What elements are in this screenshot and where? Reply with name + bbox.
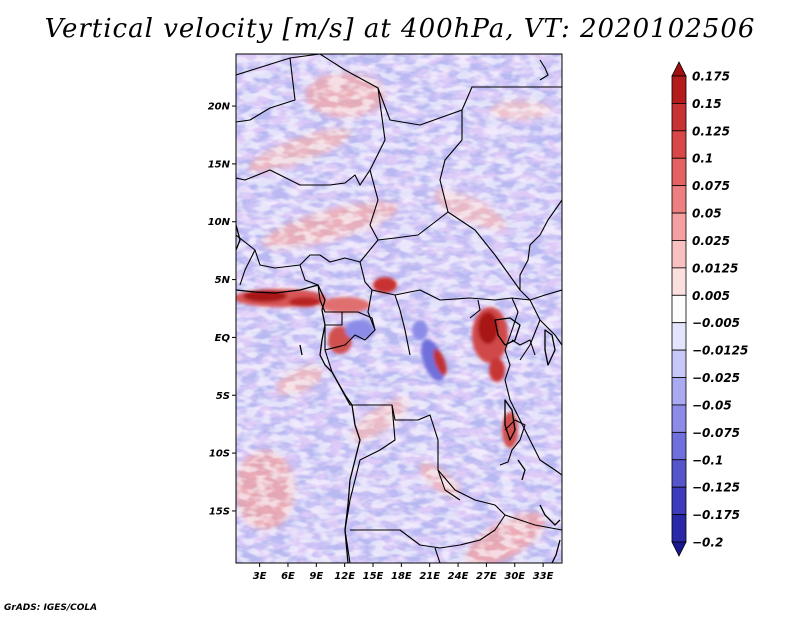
colorbar-label: 0.025	[692, 234, 730, 248]
colorbar-label: 0.0125	[692, 261, 738, 275]
colorbar-label: 0.125	[692, 124, 730, 138]
colorbar-extend-max	[671, 61, 687, 77]
x-tick-label: 6E	[281, 571, 295, 582]
x-axis: 3E 6E 9E 12E 15E 18E 21E 24E 27E 30E 33E	[253, 563, 554, 582]
y-tick-label: EQ	[215, 333, 231, 344]
colorbar-label: 0.005	[692, 289, 730, 303]
colorbar-bin	[671, 103, 687, 132]
colorbar-bin	[671, 514, 687, 543]
grads-credit: GrADS: IGES/COLA	[4, 603, 98, 613]
colorbar-bin	[671, 431, 687, 461]
y-tick-label: 15S	[209, 506, 230, 517]
colorbar-bin	[671, 459, 687, 488]
colorbar-bin	[671, 157, 687, 187]
colorbar-label: −0.05	[692, 398, 732, 412]
colorbar-bin	[671, 130, 687, 159]
colorbar-label: −0.125	[692, 481, 740, 495]
colorbar-label: −0.025	[692, 371, 740, 385]
colorbar-bin	[671, 75, 687, 104]
x-tick-label: 30E	[504, 571, 525, 582]
x-tick-label: 33E	[533, 571, 554, 582]
colorbar-bin	[671, 240, 687, 269]
colorbar-label: 0.05	[692, 207, 722, 221]
y-tick-label: 5N	[215, 275, 231, 286]
x-tick-label: 15E	[363, 571, 384, 582]
y-tick-label: 20N	[208, 102, 231, 113]
colorbar-bin	[671, 377, 687, 406]
colorbar-bin	[671, 404, 687, 433]
x-tick-label: 9E	[309, 571, 323, 582]
x-tick-label: 3E	[253, 571, 267, 582]
y-tick-label: 15N	[208, 159, 231, 170]
colorbar-label: −0.1	[692, 453, 723, 467]
x-tick-label: 12E	[334, 571, 355, 582]
colorbar-bin	[671, 267, 687, 296]
x-tick-label: 18E	[391, 571, 412, 582]
colorbar-label: −0.175	[692, 508, 740, 522]
x-tick-label: 27E	[476, 571, 497, 582]
colorbar-bin	[671, 486, 687, 515]
x-tick-label: 21E	[419, 571, 440, 582]
colorbar: 0.175 0.15 0.125 0.1 0.075 0.05 0.025 0.0125 0.0…	[671, 61, 748, 557]
map-frame	[235, 53, 563, 564]
colorbar-label: 0.15	[692, 97, 722, 111]
y-tick-label: 5S	[216, 391, 230, 402]
colorbar-bin	[671, 294, 687, 324]
colorbar-bin	[671, 349, 687, 378]
y-tick-label: 10S	[209, 449, 230, 460]
colorbar-label: 0.075	[692, 179, 730, 193]
y-axis: 20N 15N 10N 5N EQ 5S 10S 15S	[208, 102, 236, 517]
colorbar-label: −0.2	[692, 536, 723, 550]
colorbar-bin	[671, 185, 687, 214]
colorbar-bin	[671, 212, 687, 241]
vertical-velocity-field	[236, 54, 562, 563]
colorbar-label: −0.005	[692, 316, 740, 330]
chart-title: Vertical velocity [m/s] at 400hPa, VT: 2…	[44, 14, 756, 44]
coastlines	[236, 224, 561, 563]
colorbar-label: −0.075	[692, 426, 740, 440]
colorbar-bin	[671, 322, 687, 351]
y-tick-label: 10N	[208, 217, 231, 228]
x-tick-label: 24E	[448, 571, 469, 582]
colorbar-label: 0.175	[692, 70, 730, 84]
colorbar-label: −0.0125	[692, 344, 748, 358]
colorbar-extend-min	[671, 541, 687, 557]
colorbar-label: 0.1	[692, 152, 713, 166]
